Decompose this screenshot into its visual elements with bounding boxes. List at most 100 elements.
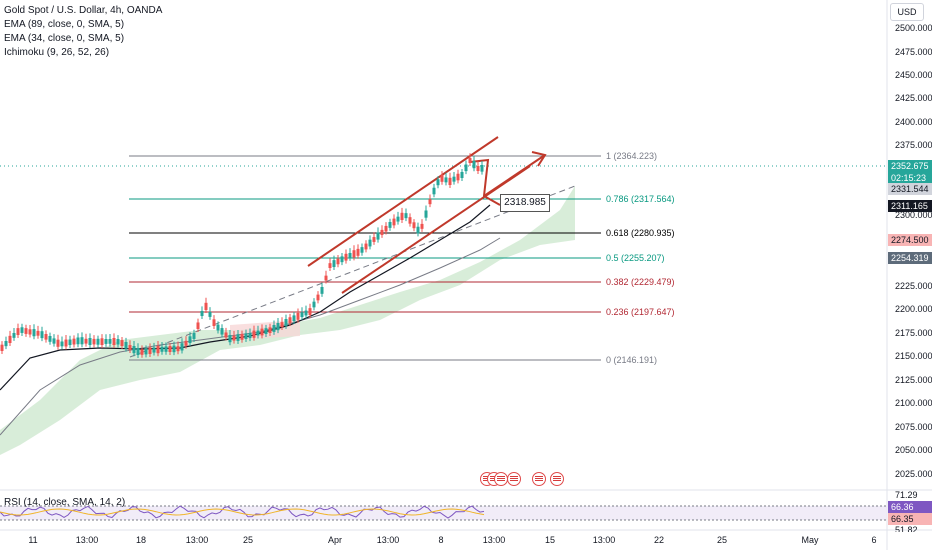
fib-level-label: 0.618 (2280.935) [606, 228, 675, 238]
us-flag-icon[interactable] [550, 472, 564, 486]
candle-body [348, 253, 352, 258]
cloud-a-label: 2274.500 [888, 234, 932, 246]
candle-body [48, 336, 52, 342]
price-axis-label: 2400.000 [895, 117, 932, 127]
time-axis-label: 13:00 [592, 535, 616, 545]
candle-body [312, 301, 316, 308]
candle-body [452, 176, 456, 182]
price-axis-label: 2425.000 [895, 93, 932, 103]
candle-body [80, 337, 84, 345]
candle-body [164, 346, 168, 352]
candle-body [20, 327, 24, 333]
candle-body [188, 336, 192, 343]
candle-body [252, 330, 256, 338]
candle-body [316, 294, 320, 301]
candle-body [336, 258, 340, 265]
candle-body [244, 333, 248, 339]
ema89-legend[interactable]: EMA (89, close, 0, SMA, 5) [4, 19, 125, 30]
candle-body [132, 346, 136, 354]
candle-body [460, 172, 464, 179]
price-axis-label: 2075.000 [895, 422, 932, 432]
time-axis-label: 25 [242, 535, 254, 545]
channel-upper-line [307, 136, 499, 267]
price-axis-label: 2200.000 [895, 304, 932, 314]
price-axis-label: 2225.000 [895, 281, 932, 291]
candle-body [124, 342, 128, 349]
price-axis-label: 2500.000 [895, 23, 932, 33]
candle-body [360, 247, 364, 253]
time-axis-label: 8 [438, 535, 444, 545]
fib-level-label: 0.5 (2255.207) [606, 253, 665, 263]
candle-body [480, 165, 484, 172]
candle-body [128, 345, 132, 350]
candle-body [224, 332, 228, 338]
candle-body [424, 210, 428, 218]
candle-body [100, 338, 104, 345]
candle-body [280, 322, 284, 327]
candle-body [384, 225, 388, 232]
rsi-legend[interactable]: RSI (14, close, SMA, 14, 2) [4, 497, 126, 508]
candle-body [468, 158, 472, 163]
candle-body [172, 345, 176, 353]
candle-body [352, 250, 356, 258]
candle-body [304, 310, 308, 316]
ichimoku-legend[interactable]: Ichimoku (9, 26, 52, 26) [4, 47, 110, 58]
candle-body [464, 164, 468, 172]
price-axis-label: 2025.000 [895, 469, 932, 479]
currency-button[interactable]: USD [890, 3, 924, 21]
candle-body [108, 339, 112, 344]
forecast-arrow [483, 154, 546, 197]
ema34-legend[interactable]: EMA (34, close, 0, SMA, 5) [4, 33, 125, 44]
ema34-price-label: 2311.165 [888, 200, 932, 212]
price-axis-label: 2450.000 [895, 70, 932, 80]
candle-body [64, 339, 68, 347]
candle-body [356, 248, 360, 256]
us-flag-icon[interactable] [532, 472, 546, 486]
time-axis-label: 13:00 [376, 535, 400, 545]
price-axis-label: 2050.000 [895, 445, 932, 455]
time-axis-label: 13:00 [482, 535, 506, 545]
candle-body [68, 339, 72, 346]
candle-body [140, 349, 144, 355]
candle-body [200, 311, 204, 317]
candle-body [212, 319, 216, 326]
us-flag-icon[interactable] [507, 472, 521, 486]
rsi-ma-label: 66.35 [888, 513, 932, 525]
time-axis-label: 13:00 [185, 535, 209, 545]
candle-body [76, 337, 80, 345]
candle-body [328, 263, 332, 268]
candle-body [472, 161, 476, 169]
candle-body [8, 335, 12, 343]
countdown-label: 02:15:23 [888, 172, 932, 184]
time-axis-label: Apr [327, 535, 343, 545]
candle-body [476, 166, 480, 171]
candle-body [388, 222, 392, 228]
candle-body [248, 333, 252, 339]
candle-body [400, 212, 404, 220]
candle-body [324, 275, 328, 281]
price-callout[interactable]: 2318.985 [500, 194, 550, 212]
candle-body [276, 323, 280, 331]
candle-body [320, 287, 324, 294]
candle-body [84, 338, 88, 344]
candle-body [236, 334, 240, 341]
candle-body [52, 338, 56, 344]
candle-body [152, 347, 156, 353]
candle-body [32, 329, 36, 337]
rsi-axis-top: 71.29 [895, 490, 918, 500]
candle-body [204, 302, 208, 310]
candle-body [96, 338, 100, 345]
fib-level-label: 0 (2146.191) [606, 355, 658, 365]
candle-body [4, 341, 8, 347]
candle-body [192, 332, 196, 339]
ema-close-label: 2331.544 [888, 183, 932, 195]
fib-level-label: 0.786 (2317.564) [606, 194, 675, 204]
candle-body [436, 179, 440, 186]
candle-body [220, 328, 224, 335]
candle-body [288, 317, 292, 323]
symbol-title[interactable]: Gold Spot / U.S. Dollar, 4h, OANDA [4, 5, 163, 16]
us-flag-icon[interactable] [494, 472, 508, 486]
candle-body [228, 335, 232, 343]
time-axis-label: 25 [716, 535, 728, 545]
